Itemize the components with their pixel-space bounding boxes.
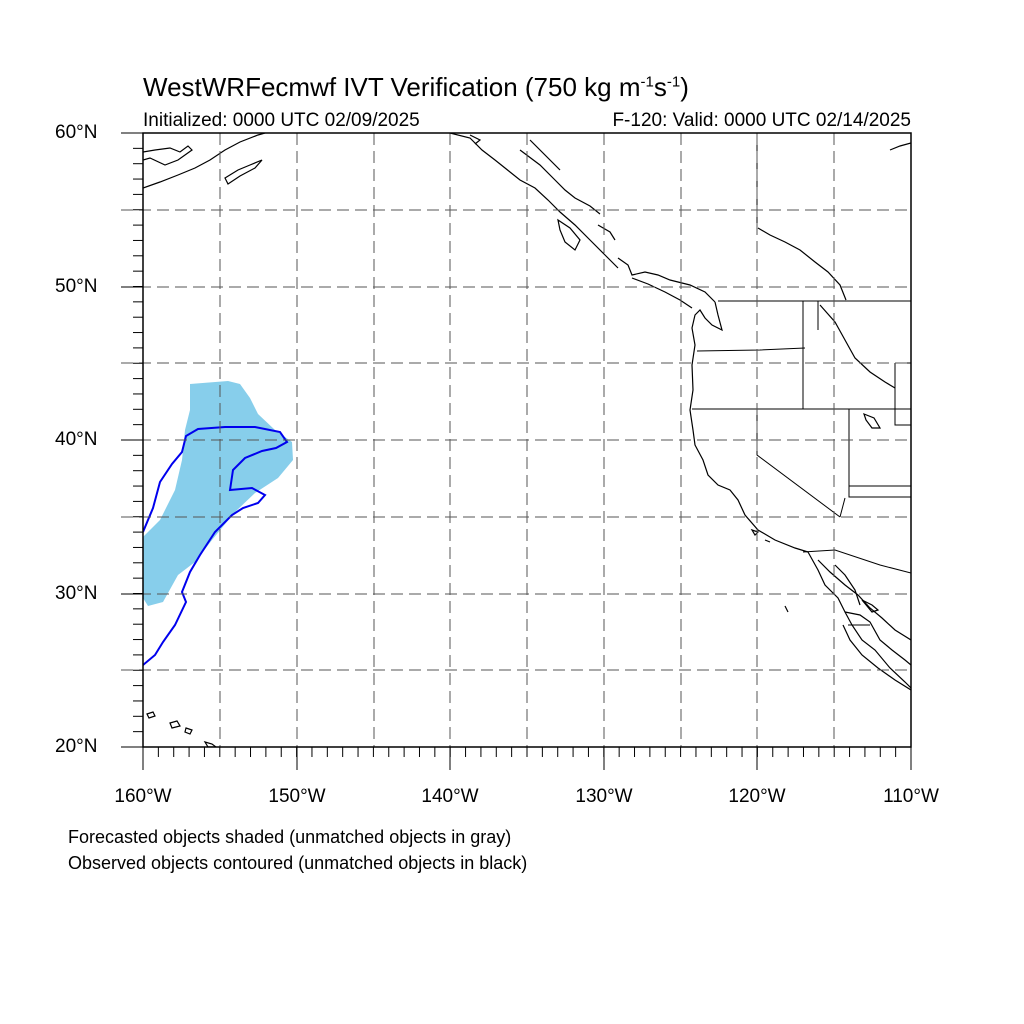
- lon-label-130w: 130°W: [575, 786, 633, 807]
- lat-label-60n: 60°N: [55, 122, 98, 143]
- grid-lines: [121, 133, 911, 747]
- lon-label-140w: 140°W: [421, 786, 479, 807]
- forecast-object-shaded: [143, 381, 293, 606]
- political-borders: [692, 133, 911, 626]
- valid-time-label: F-120: Valid: 0000 UTC 02/14/2025: [612, 110, 911, 131]
- lon-label-150w: 150°W: [268, 786, 326, 807]
- map-title: WestWRFecmwf IVT Verification (750 kg m-…: [143, 72, 689, 102]
- lat-label-20n: 20°N: [55, 736, 98, 757]
- coastlines: [143, 133, 911, 747]
- lon-label-110w: 110°W: [883, 786, 939, 807]
- lat-label-40n: 40°N: [55, 429, 98, 450]
- lon-label-120w: 120°W: [728, 786, 786, 807]
- observed-legend-note: Observed objects contoured (unmatched ob…: [68, 853, 528, 873]
- forecast-legend-note: Forecasted objects shaded (unmatched obj…: [68, 827, 512, 847]
- lat-label-50n: 50°N: [55, 276, 98, 297]
- initialized-label: Initialized: 0000 UTC 02/09/2025: [143, 110, 420, 131]
- lon-label-160w: 160°W: [114, 786, 172, 807]
- lat-label-30n: 30°N: [55, 583, 98, 604]
- minor-ticks: [133, 132, 912, 757]
